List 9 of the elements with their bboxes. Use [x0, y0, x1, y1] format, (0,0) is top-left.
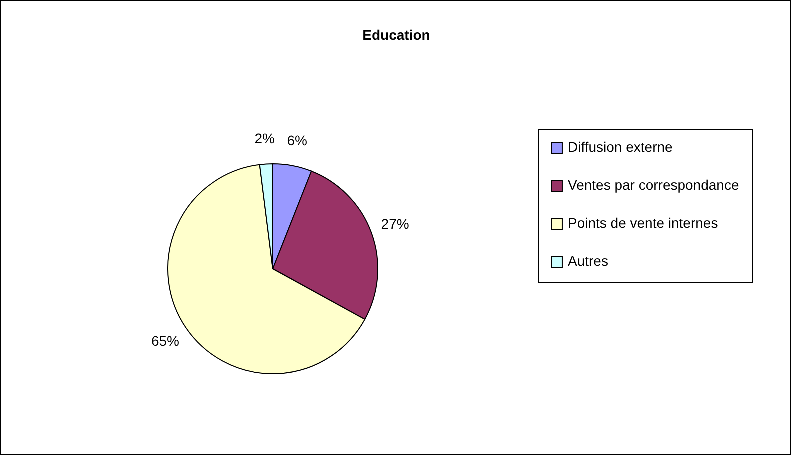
data-label: 6% — [287, 132, 308, 148]
legend-label: Diffusion externe — [568, 139, 674, 155]
legend-label: Autres — [568, 253, 608, 269]
legend-label: Points de vente internes — [568, 215, 718, 231]
data-label: 2% — [254, 130, 275, 146]
data-label: 65% — [151, 333, 180, 350]
data-label: 27% — [381, 216, 410, 232]
legend-label: Ventes par correspondance — [568, 177, 740, 193]
chart-title: Education — [362, 27, 430, 43]
